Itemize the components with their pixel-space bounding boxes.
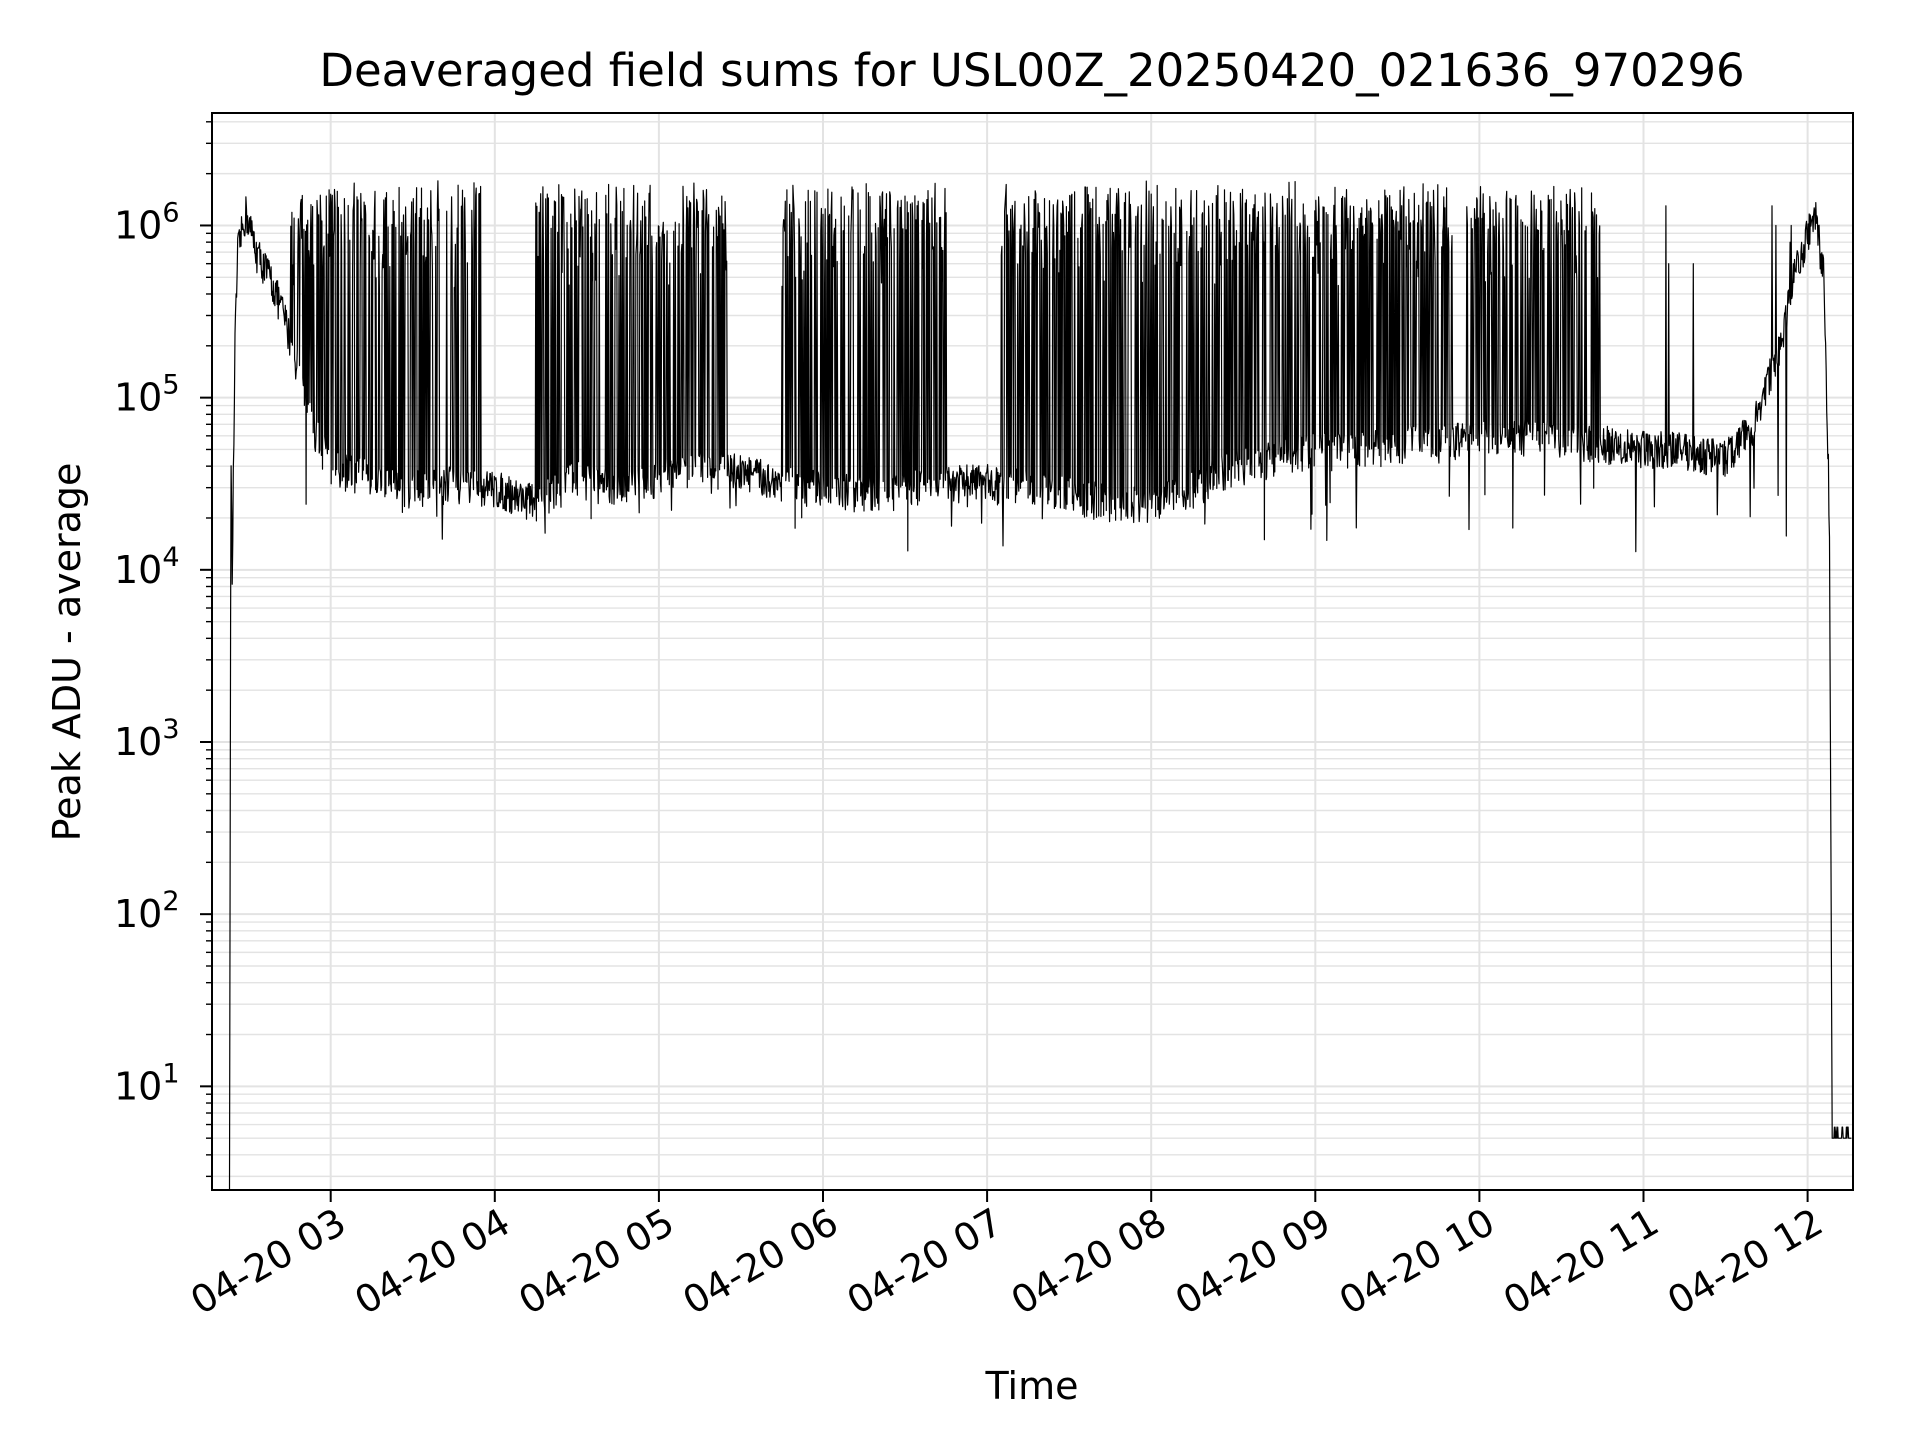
x-tick-label: 04-20 05 <box>511 1200 681 1324</box>
y-axis: 101 102 103 104 105 106 <box>114 121 212 1178</box>
data-line <box>228 180 1852 1191</box>
x-tick-label: 04-20 12 <box>1660 1200 1830 1324</box>
y-tick-label: 101 <box>114 1058 180 1108</box>
x-tick-label: 04-20 03 <box>183 1200 353 1324</box>
y-tick-label: 106 <box>114 197 180 247</box>
x-tick-label: 04-20 06 <box>676 1200 846 1324</box>
series-line <box>228 180 1852 1191</box>
y-tick-label: 104 <box>114 542 180 592</box>
y-tick-label: 102 <box>114 886 180 936</box>
chart-title: Deaveraged field sums for USL00Z_2025042… <box>319 44 1744 97</box>
x-tick-label: 04-20 11 <box>1496 1200 1666 1324</box>
x-axis-label: Time <box>985 1364 1079 1408</box>
plot-frame <box>211 112 1854 1191</box>
x-tick-label: 04-20 09 <box>1168 1200 1338 1324</box>
y-tick-label: 103 <box>114 714 180 764</box>
x-tick-label: 04-20 07 <box>840 1200 1010 1324</box>
y-tick-label: 105 <box>114 370 180 420</box>
x-tick-label: 04-20 10 <box>1332 1200 1502 1324</box>
x-tick-label: 04-20 08 <box>1004 1200 1174 1324</box>
y-axis-label: Peak ADU - average <box>45 463 89 842</box>
x-tick-label: 04-20 04 <box>347 1200 517 1324</box>
